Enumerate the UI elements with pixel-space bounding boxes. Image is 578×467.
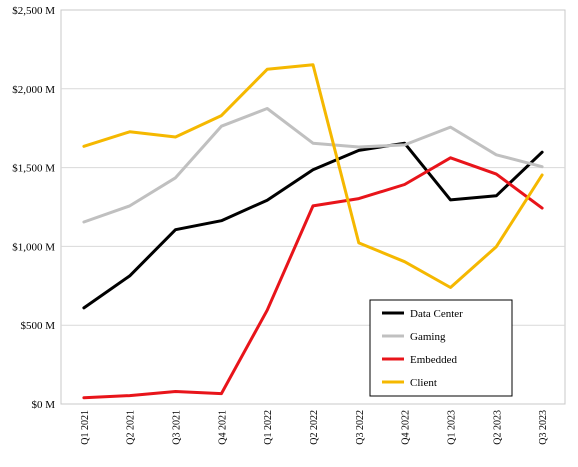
x-tick-label: Q4 2022 (401, 410, 412, 445)
legend: Data Center Gaming Embedded Client (369, 299, 513, 397)
legend-label-data-center: Data Center (410, 308, 463, 320)
series-line-client (82, 63, 544, 289)
legend-box (369, 299, 513, 397)
x-tick-label: Q2 2022 (309, 410, 320, 445)
x-tick-label: Q3 2021 (172, 410, 183, 445)
y-tick-label: $2,500 M (12, 5, 55, 17)
x-tick-label: Q1 2021 (80, 410, 91, 445)
legend-label-client: Client (410, 377, 437, 389)
x-tick-label: Q2 2023 (492, 410, 503, 445)
x-tick-label: Q3 2022 (355, 410, 366, 445)
x-axis-ticks: Q1 2021 Q2 2021 Q3 2021 Q4 2021 Q1 2022 Q2 20… (80, 410, 549, 445)
x-tick-label: Q1 2022 (263, 410, 274, 445)
y-tick-label: $0 M (31, 399, 55, 411)
x-tick-label: Q1 2023 (446, 410, 457, 445)
y-tick-label: $1,500 M (12, 163, 55, 175)
series-line-data-center (82, 141, 544, 310)
series-line-gaming (82, 107, 544, 224)
y-tick-label: $2,000 M (12, 84, 55, 96)
y-axis-ticks: $0 M $500 M $1,000 M $1,500 M $2,000 M $2,500… (12, 5, 55, 411)
series-lines (82, 63, 544, 400)
x-tick-label: Q4 2021 (217, 410, 228, 445)
legend-label-embedded: Embedded (410, 354, 458, 366)
y-tick-label: $500 M (20, 320, 55, 332)
legend-label-gaming: Gaming (410, 331, 446, 343)
series-line-embedded (82, 156, 544, 400)
x-tick-label: Q2 2021 (126, 410, 137, 445)
x-tick-label: Q3 2023 (538, 410, 549, 445)
y-tick-label: $1,000 M (12, 241, 55, 253)
